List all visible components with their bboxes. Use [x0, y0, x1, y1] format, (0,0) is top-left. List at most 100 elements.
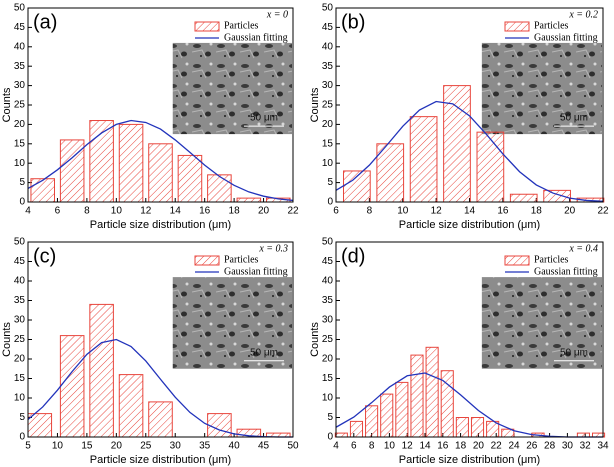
scale-label: 50 μm — [560, 113, 588, 124]
y-tick-label: 15 — [14, 138, 26, 149]
x-tick-label: 30 — [170, 441, 182, 452]
bar — [30, 178, 55, 203]
y-tick-label: 20 — [14, 119, 26, 130]
bar — [118, 123, 144, 203]
panel: 0 5 10 15 20 25 30 35 40 45 50 6 8 10 12 14 16 18 20 22 Part… — [309, 3, 609, 231]
x-tick-label: 14 — [464, 206, 476, 217]
y-tick-label: 40 — [322, 41, 334, 52]
y-tick-label: 45 — [322, 256, 334, 267]
x-tick-label: 34 — [597, 441, 609, 452]
x-tick-label: 18 — [455, 441, 467, 452]
y-tick-label: 35 — [14, 61, 26, 72]
x-tick-label: 22 — [491, 441, 503, 452]
bar — [509, 193, 538, 203]
legend-swatch — [194, 21, 220, 32]
x-tick-label: 10 — [384, 441, 396, 452]
x-tick-label: 10 — [111, 206, 123, 217]
y-tick-label: 20 — [322, 119, 334, 130]
annotation: x = 0.2 — [568, 9, 598, 20]
plot-frame — [27, 7, 294, 203]
annotation: x = 0.3 — [258, 243, 288, 254]
bar — [395, 381, 409, 438]
x-tick-label: 45 — [258, 441, 270, 452]
x-tick-label: 50 — [287, 441, 299, 452]
y-tick-label: 0 — [327, 432, 333, 443]
plot-frame — [335, 241, 604, 438]
x-tick-label: 32 — [580, 441, 592, 452]
y-tick-label: 40 — [322, 276, 334, 287]
y-axis-title: Counts — [309, 87, 321, 122]
y-axis-title: Counts — [1, 322, 13, 357]
y-tick-label: 25 — [322, 334, 334, 345]
scale-label: 50 μm — [250, 347, 278, 358]
y-tick-label: 0 — [327, 197, 333, 208]
bar — [543, 189, 571, 203]
legend-label: Particles — [224, 254, 259, 265]
y-tick-label: 30 — [14, 315, 26, 326]
x-tick-label: 20 — [258, 206, 270, 217]
x-tick-label: 6 — [333, 206, 339, 217]
y-tick-label: 45 — [322, 22, 334, 33]
x-tick-label: 20 — [111, 441, 123, 452]
x-axis-title: Particle size distribution (μm) — [399, 219, 540, 231]
x-tick-label: 10 — [52, 441, 64, 452]
x-tick-label: 14 — [419, 441, 431, 452]
bar — [425, 346, 439, 438]
panel-label: (d) — [341, 245, 365, 267]
y-tick-label: 20 — [14, 354, 26, 365]
y-tick-label: 35 — [14, 295, 26, 306]
y-tick-label: 15 — [322, 138, 334, 149]
bar — [207, 413, 232, 438]
y-tick-label: 5 — [327, 177, 333, 188]
y-tick-label: 35 — [322, 61, 334, 72]
x-tick-label: 28 — [544, 441, 556, 452]
bar — [476, 131, 505, 203]
y-tick-label: 50 — [322, 237, 334, 248]
fit-line — [27, 338, 293, 438]
x-tick-label: 8 — [367, 206, 373, 217]
y-tick-label: 10 — [14, 158, 26, 169]
y-tick-label: 10 — [322, 393, 334, 404]
bar — [59, 335, 85, 438]
annotation: x = 0.4 — [568, 243, 598, 254]
x-tick-label: 6 — [55, 206, 61, 217]
panel-label: (b) — [341, 11, 365, 33]
x-tick-label: 30 — [562, 441, 574, 452]
x-tick-label: 14 — [170, 206, 182, 217]
inset-image — [172, 277, 292, 369]
y-tick-label: 30 — [322, 315, 334, 326]
legend-label: Gaussian fitting — [224, 32, 288, 43]
x-tick-label: 12 — [140, 206, 152, 217]
scale-label: 50 μm — [250, 113, 278, 124]
x-tick-label: 25 — [140, 441, 152, 452]
x-tick-label: 20 — [564, 206, 576, 217]
x-tick-label: 18 — [229, 206, 241, 217]
x-axis-title: Particle size distribution (μm) — [399, 454, 540, 466]
y-tick-label: 20 — [322, 354, 334, 365]
y-tick-label: 25 — [14, 100, 26, 111]
legend-swatch — [194, 255, 220, 266]
bar — [409, 116, 438, 203]
plot-frame — [335, 7, 604, 203]
bar — [443, 85, 471, 203]
x-tick-label: 4 — [25, 206, 31, 217]
bar — [380, 393, 394, 438]
y-tick-label: 5 — [19, 412, 25, 423]
bar — [177, 154, 203, 203]
bar — [334, 432, 348, 438]
legend-label: Particles — [534, 20, 569, 31]
legend-label: Particles — [534, 254, 569, 265]
x-tick-label: 26 — [526, 441, 538, 452]
plot-frame — [27, 241, 294, 438]
legend-label: Gaussian fitting — [534, 32, 598, 43]
x-tick-label: 16 — [199, 206, 211, 217]
y-tick-label: 15 — [14, 373, 26, 384]
fit-line — [27, 119, 294, 202]
x-tick-label: 12 — [402, 441, 414, 452]
fit-line — [335, 100, 604, 202]
y-tick-label: 5 — [327, 412, 333, 423]
x-tick-label: 12 — [431, 206, 443, 217]
panel: 0 5 10 15 20 25 30 35 40 45 50 4 6 8 10 12 14 16 18 20 22 24 2… — [309, 237, 609, 466]
